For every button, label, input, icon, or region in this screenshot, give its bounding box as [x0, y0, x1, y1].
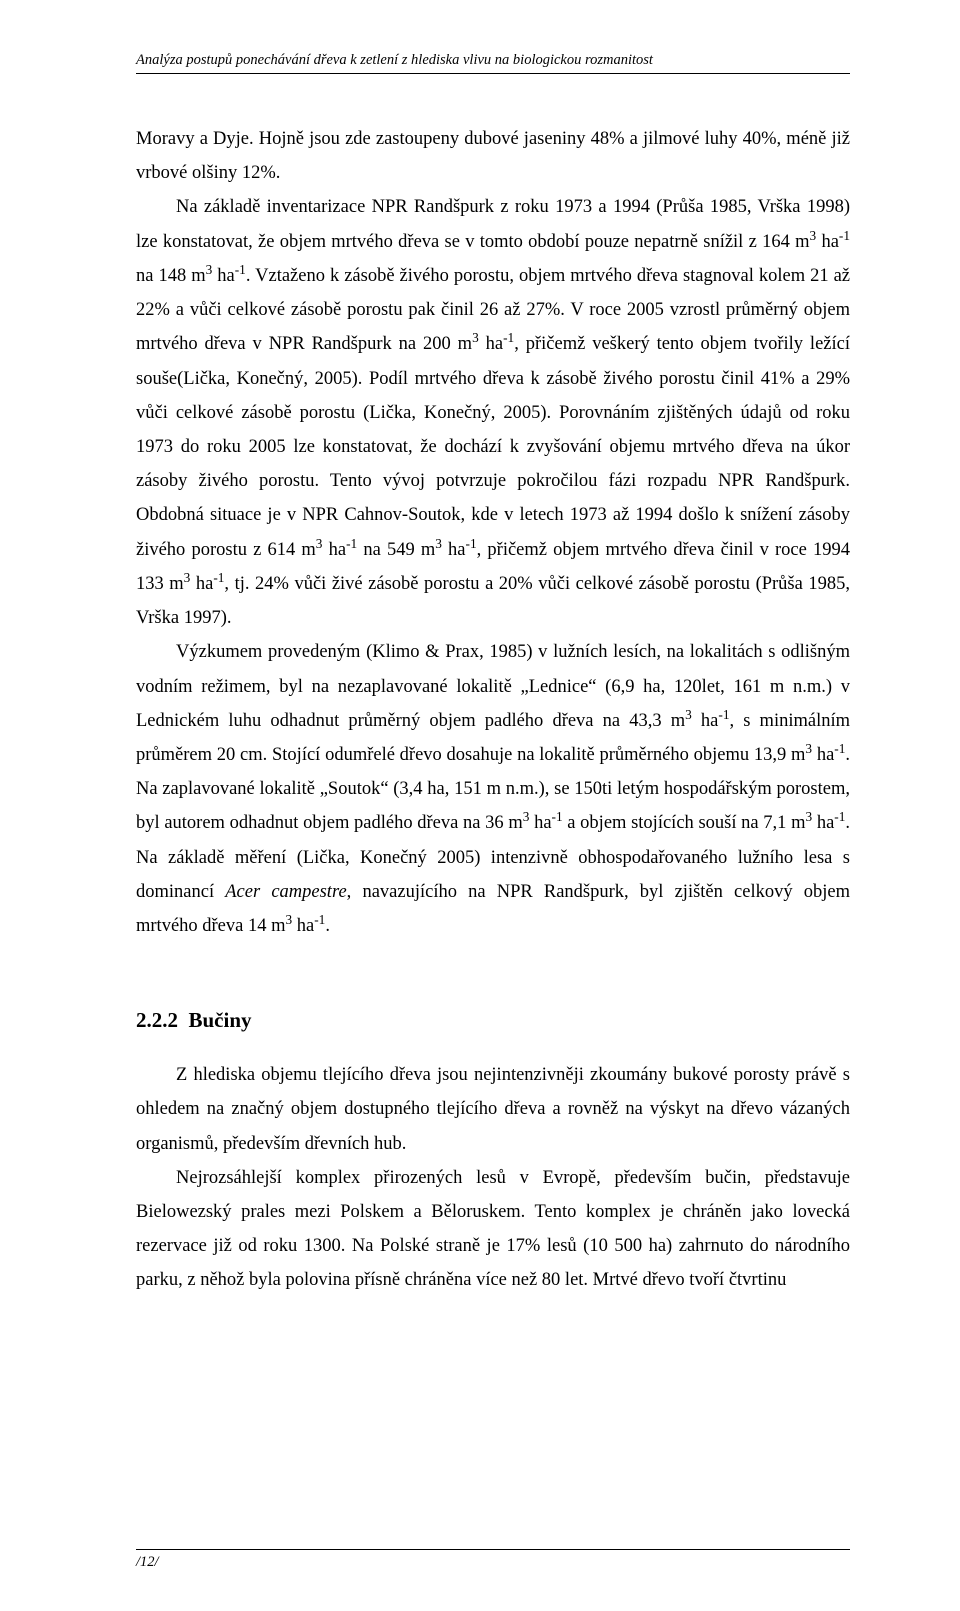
page-footer: /12/ [136, 1549, 850, 1571]
superscript: -1 [503, 330, 514, 345]
superscript: 3 [472, 330, 479, 345]
header-text: Analýza postupů ponechávání dřeva k zetl… [136, 52, 653, 68]
superscript: -1 [346, 535, 357, 550]
superscript: 3 [435, 535, 442, 550]
paragraph-2: Na základě inventarizace NPR Randšpurk z… [136, 190, 850, 635]
superscript: -1 [834, 809, 845, 824]
footer-page-number: /12/ [136, 1554, 159, 1570]
superscript: -1 [839, 228, 850, 243]
superscript: -1 [235, 262, 246, 277]
paragraph-4: Z hlediska objemu tlejícího dřeva jsou n… [136, 1058, 850, 1161]
species-name: Acer campestre [225, 882, 346, 902]
superscript: -1 [834, 741, 845, 756]
section-heading: 2.2.2 Bučiny [136, 1001, 850, 1040]
superscript: -1 [213, 570, 224, 585]
paragraph-5: Nejrozsáhlejší komplex přirozených lesů … [136, 1161, 850, 1298]
page-header: Analýza postupů ponechávání dřeva k zetl… [136, 52, 850, 74]
section-title-text: Bučiny [189, 1008, 252, 1032]
superscript: -1 [718, 707, 729, 722]
paragraph-3: Výzkumem provedeným (Klimo & Prax, 1985)… [136, 635, 850, 943]
body-content: Moravy a Dyje. Hojně jsou zde zastoupeny… [136, 122, 850, 1298]
superscript: -1 [314, 912, 325, 927]
superscript: -1 [552, 809, 563, 824]
paragraph-1: Moravy a Dyje. Hojně jsou zde zastoupeny… [136, 122, 850, 190]
section-number: 2.2.2 [136, 1008, 178, 1032]
superscript: 3 [685, 707, 692, 722]
superscript: -1 [466, 535, 477, 550]
